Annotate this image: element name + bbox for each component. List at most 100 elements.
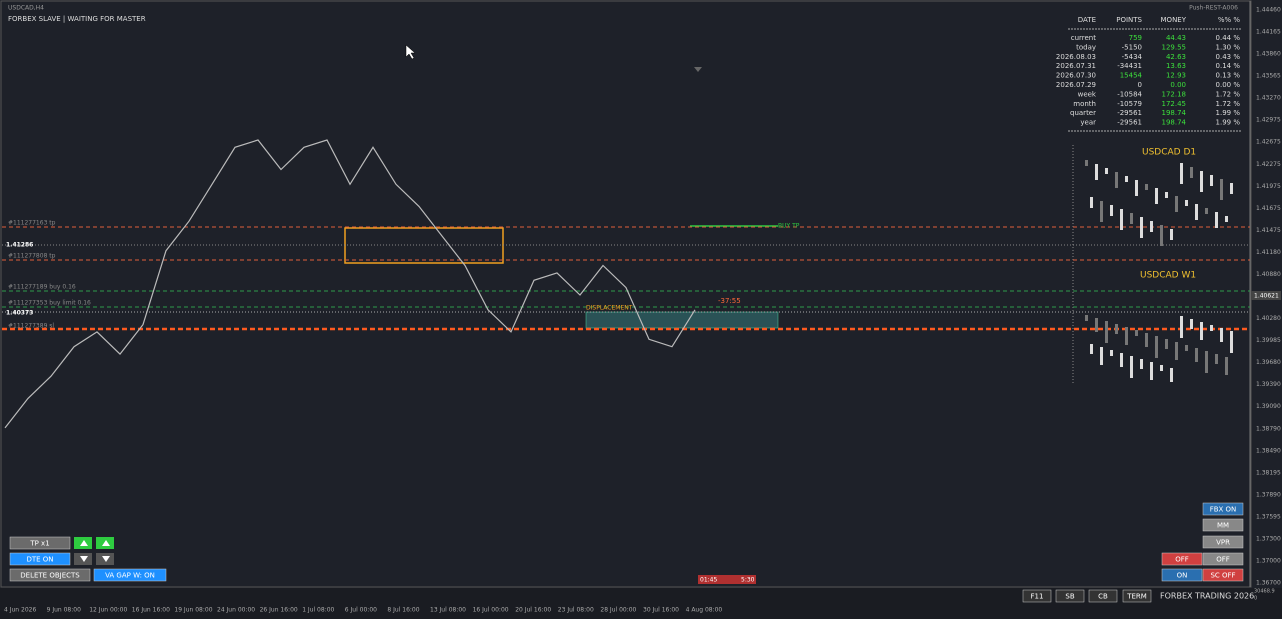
stats-cell: today [1076, 43, 1096, 51]
time-tick-label: 28 Jul 00:00 [600, 607, 636, 614]
buy-tp-label: BUY TP [778, 223, 800, 230]
stats-cell: current [1071, 34, 1097, 42]
left-button-bg [9, 568, 91, 582]
price-tick-label: 1.36700 [1256, 580, 1281, 587]
stats-cell: -5150 [1122, 43, 1142, 51]
arrow-button[interactable] [74, 553, 92, 565]
mini-candle [1100, 347, 1103, 365]
stats-cell: 0.13 % [1216, 72, 1241, 80]
stats-cell: 198.74 [1162, 109, 1187, 117]
mini-candle [1210, 175, 1213, 186]
left-button[interactable]: DTE ON [9, 552, 71, 566]
bar-button-bg [1088, 589, 1118, 603]
left-button-label: DTE ON [26, 556, 53, 564]
mini-d1-title: USDCAD D1 [1142, 148, 1196, 158]
mini-candle [1125, 327, 1128, 345]
right-button-bg [1161, 568, 1203, 582]
stats-cell: 0.43 % [1216, 53, 1241, 61]
right-button[interactable]: VPR [1202, 535, 1244, 549]
right-button[interactable]: ON [1161, 568, 1203, 582]
stats-cell: 172.45 [1162, 100, 1187, 108]
countdown: -37:55 [718, 297, 741, 305]
right-button[interactable]: FBX ON [1202, 502, 1244, 516]
mini-candle [1220, 328, 1223, 342]
right-button-label: MM [1217, 522, 1229, 530]
stats-header: POINTS [1116, 16, 1142, 24]
right-button-label: ON [1177, 572, 1188, 580]
left-button[interactable]: VA GAP W: ON [93, 568, 167, 582]
right-button-label: OFF [1175, 556, 1189, 564]
mini-candle [1130, 356, 1133, 378]
time-tick-label: 8 Jul 16:00 [387, 607, 419, 614]
right-button-label: VPR [1216, 539, 1230, 547]
stats-cell: month [1073, 100, 1096, 108]
mini-candle [1165, 339, 1168, 349]
right-button-bg [1202, 568, 1244, 582]
mini-candle [1115, 172, 1118, 188]
bar-button[interactable]: TERM [1122, 589, 1152, 603]
stats-cell: 0.44 % [1216, 34, 1241, 42]
mini-candle [1120, 353, 1123, 367]
right-button[interactable]: SC OFF [1202, 568, 1244, 582]
right-button[interactable]: OFF [1202, 552, 1244, 566]
time-tick-label: 20 Jul 16:00 [515, 607, 551, 614]
bar-button-bg [1055, 589, 1085, 603]
left-button-bg [93, 568, 167, 582]
price-tick-label: 1.38490 [1256, 447, 1281, 454]
stats-cell: -29561 [1117, 109, 1142, 117]
right-button-bg [1202, 502, 1244, 516]
level-label: 1.41286 [6, 242, 33, 249]
price-tick-label: 1.37300 [1256, 535, 1281, 542]
mini-candle [1160, 365, 1163, 371]
time-tick-label: 24 Jun 00:00 [217, 607, 255, 614]
right-button-label: SC OFF [1210, 572, 1235, 580]
time-tick-label: 6 Jul 00:00 [345, 607, 377, 614]
bar-button[interactable]: CB [1088, 589, 1118, 603]
price-tick-label: 1.43860 [1256, 51, 1281, 58]
mini-candle [1180, 163, 1183, 184]
right-button[interactable]: MM [1202, 518, 1244, 532]
mini-candle [1225, 357, 1228, 375]
mini-candle [1155, 188, 1158, 204]
stats-cell: 0.14 % [1216, 62, 1241, 70]
bar-button[interactable]: SB [1055, 589, 1085, 603]
time-tick-label: 19 Jun 08:00 [174, 607, 212, 614]
mini-candle [1115, 324, 1118, 334]
right-button[interactable]: OFF [1161, 552, 1203, 566]
time-tick-label: 9 Jun 08:00 [47, 607, 81, 614]
mini-candle [1205, 208, 1208, 214]
trade-line-label: #111277353 buy limit 0.16 [8, 300, 91, 307]
displacement-label: DISPLACEMENT [586, 305, 633, 312]
price-tick-label: 1.44165 [1256, 29, 1281, 36]
mini-candle [1175, 342, 1178, 360]
left-button[interactable]: TP x1 [9, 536, 71, 550]
mini-candle [1135, 180, 1138, 196]
left-button-label: TP x1 [29, 540, 49, 548]
mini-candle [1090, 197, 1093, 208]
time-tick-label: 30 Jul 16:00 [643, 607, 679, 614]
arrow-button[interactable] [74, 537, 92, 549]
stats-cell: 172.18 [1162, 90, 1187, 98]
bar-button[interactable]: F11 [1022, 589, 1052, 603]
mini-candle [1140, 217, 1143, 238]
arrow-button[interactable] [96, 553, 114, 565]
mini-candle [1140, 359, 1143, 369]
mini-candle [1225, 216, 1228, 222]
cursor [405, 44, 416, 60]
arrow-button[interactable] [96, 537, 114, 549]
time-tick-label: 16 Jul 00:00 [473, 607, 509, 614]
price-tick-label: 1.37595 [1256, 513, 1281, 520]
mini-candle [1195, 204, 1198, 220]
stats-cell: week [1078, 90, 1097, 98]
mini-candle [1165, 192, 1168, 198]
mini-candle [1190, 319, 1193, 329]
price-tick-label: 1.43565 [1256, 73, 1281, 80]
right-button-bg [1202, 552, 1244, 566]
time-tick-label: 16 Jun 16:00 [132, 607, 170, 614]
stats-cell: 1.99 % [1216, 119, 1241, 127]
left-button[interactable]: DELETE OBJECTS [9, 568, 91, 582]
price-tick-label: 1.40880 [1256, 271, 1281, 278]
price-tick-label: 1.39390 [1256, 381, 1281, 388]
